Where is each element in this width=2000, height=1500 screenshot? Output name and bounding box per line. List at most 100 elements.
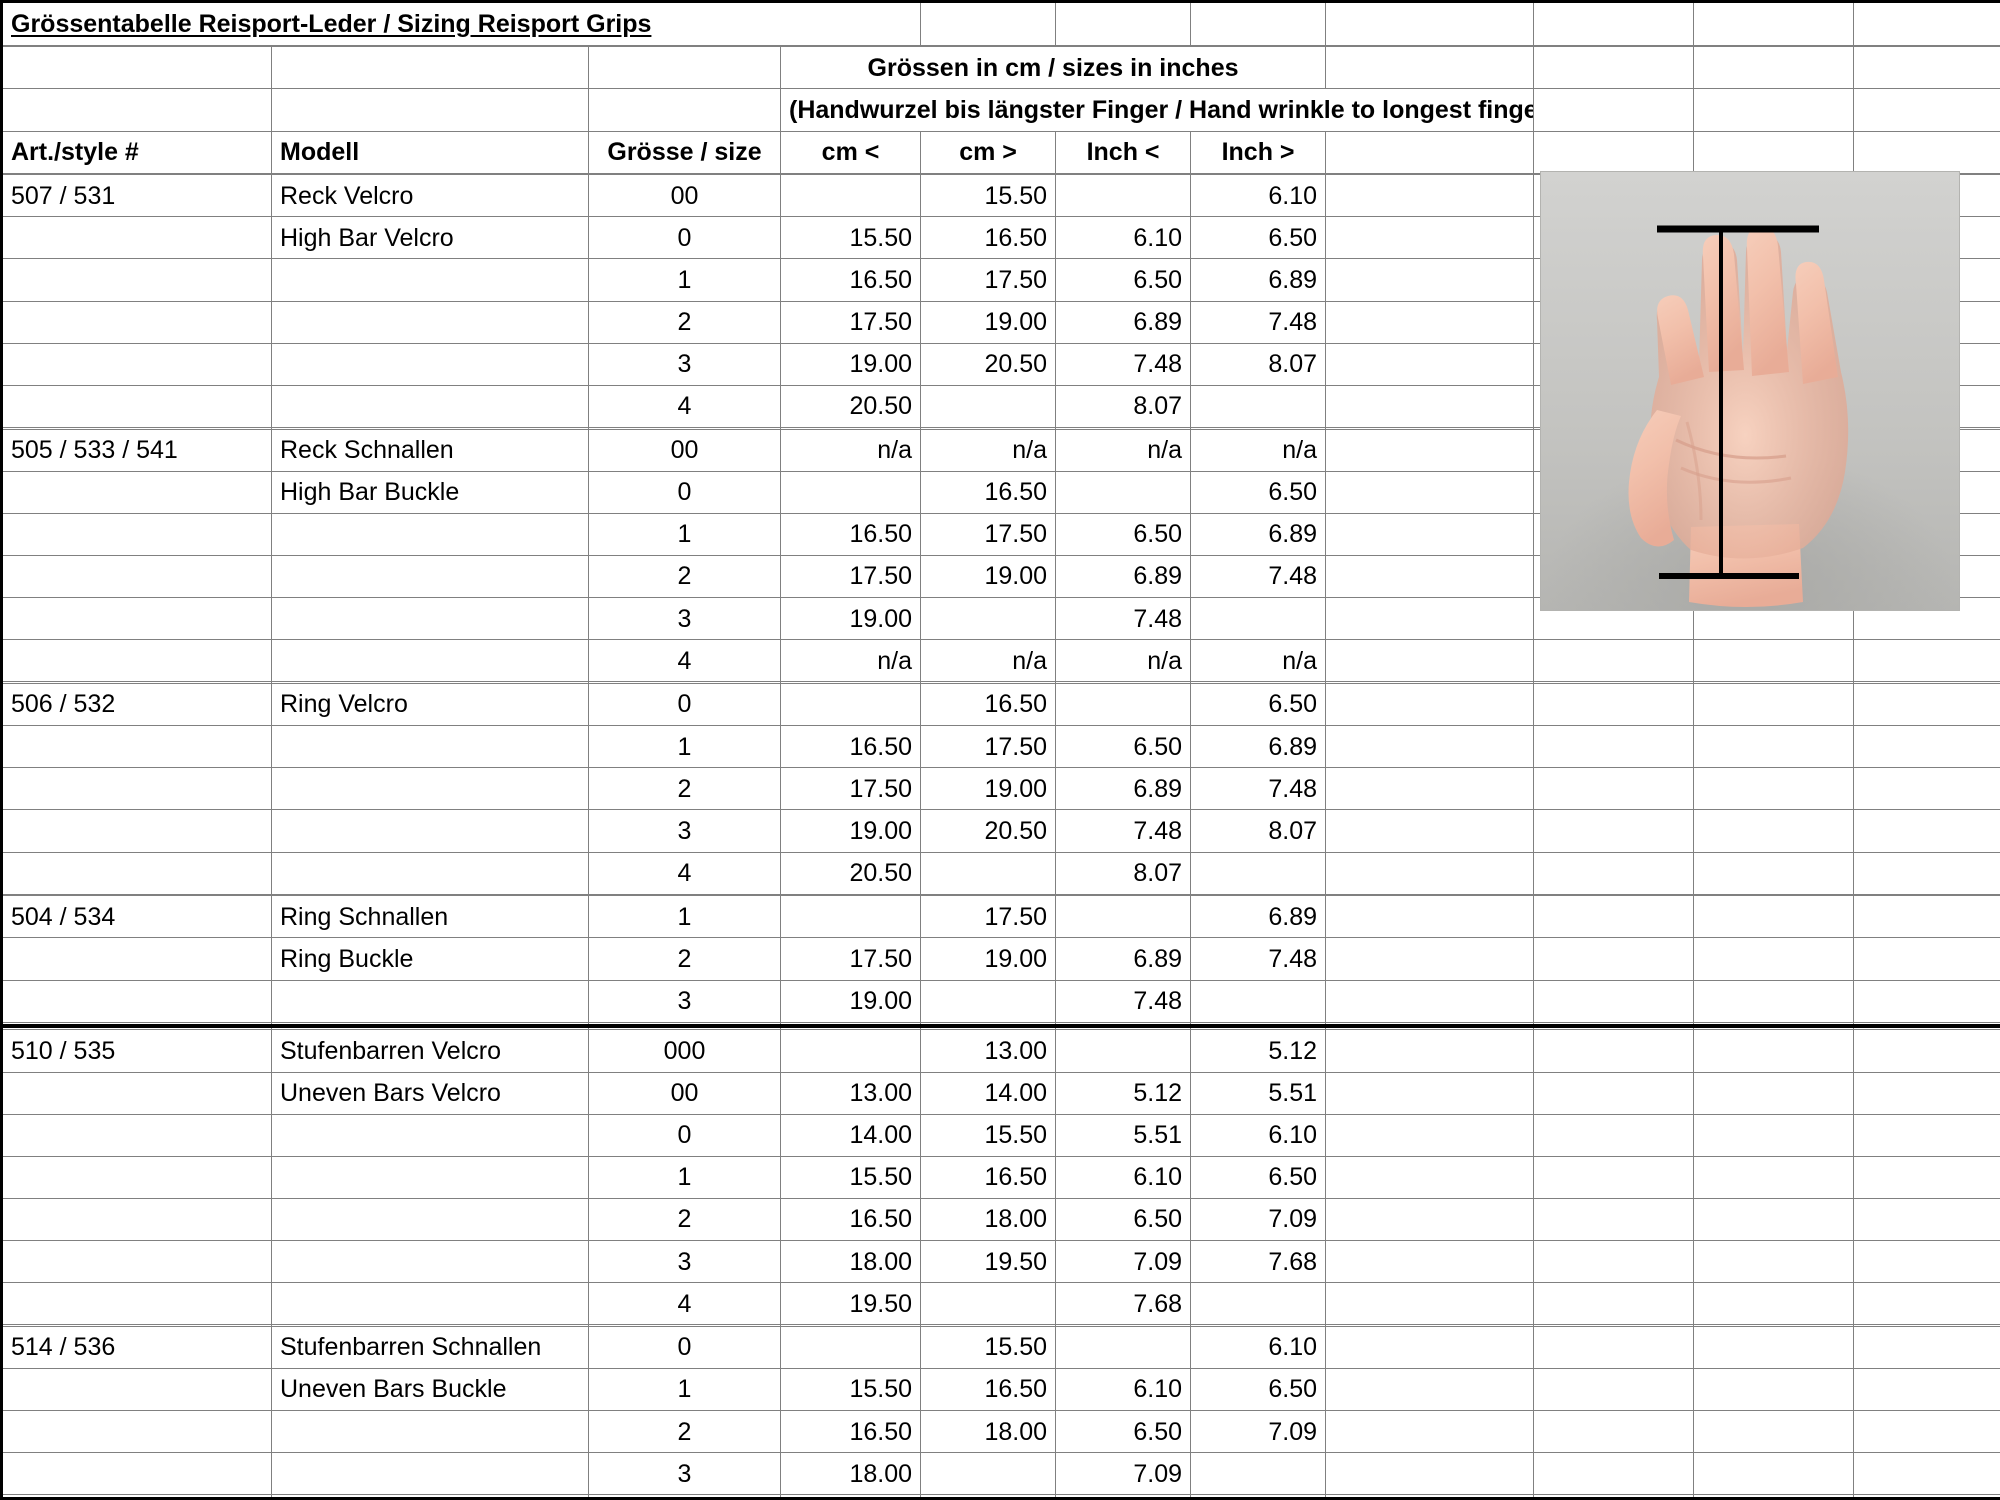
empty-cell — [1533, 1240, 1695, 1284]
spacer-cell — [1693, 1494, 1855, 1500]
spacer-cell — [780, 894, 922, 897]
cell-inch-max: 6.89 — [1190, 258, 1327, 302]
spacer-cell — [271, 1022, 589, 1028]
empty-cell — [271, 1156, 589, 1199]
cell-size: 00 — [588, 429, 781, 472]
empty-cell — [1533, 1282, 1695, 1326]
spacer-cell — [1055, 894, 1192, 897]
cell-cm-min: 19.00 — [780, 809, 922, 853]
table-row: 2 16.50 18.00 6.50 7.09 — [0, 1410, 2000, 1454]
empty-cell — [271, 46, 589, 90]
table-row: 0 14.00 15.50 5.51 6.10 — [0, 1114, 2000, 1157]
empty-cell — [1533, 1326, 1695, 1370]
cell-size: 4 — [588, 1282, 781, 1326]
cell-model-name: Reck Velcro — [271, 174, 589, 218]
cell-inch-min — [1055, 174, 1192, 218]
cell-cm-min: 16.50 — [780, 725, 922, 769]
empty-cell — [1533, 809, 1695, 853]
table-row: 506 / 532 Ring Velcro 0 16.50 6.50 — [0, 683, 2000, 727]
empty-cell — [1325, 46, 1535, 90]
cell-inch-max: 6.10 — [1190, 1326, 1327, 1370]
empty-cell — [271, 343, 589, 386]
empty-cell — [1693, 725, 1855, 769]
empty-cell — [0, 216, 272, 260]
table-row: 4 n/a n/a n/a n/a — [0, 639, 2000, 683]
empty-cell — [1533, 895, 1695, 939]
spacer-cell — [1055, 681, 1192, 684]
cell-inch-max: 7.48 — [1190, 555, 1327, 599]
cell-inch-min: 6.89 — [1055, 555, 1192, 599]
empty-cell — [1853, 1452, 2000, 1496]
table-row: 510 / 535 Stufenbarren Velcro 000 13.00 5.12 — [0, 1029, 2000, 1073]
empty-cell — [1533, 1156, 1695, 1199]
empty-cell — [0, 1282, 272, 1326]
cell-inch-min: 7.68 — [1055, 1282, 1192, 1326]
spacer-cell — [1533, 1022, 1695, 1028]
cell-cm-min: 19.00 — [780, 980, 922, 1023]
spacer-cell — [1533, 1026, 1695, 1031]
cell-cm-min — [780, 1326, 922, 1370]
empty-cell — [271, 258, 589, 302]
empty-cell — [0, 88, 272, 132]
cell-model-name: Uneven Bars Buckle — [271, 1368, 589, 1412]
empty-cell — [1325, 597, 1535, 641]
cell-model-name: Stufenbarren Velcro — [271, 1029, 589, 1073]
cell-inch-max: 6.50 — [1190, 1156, 1327, 1199]
spacer-cell — [780, 45, 922, 48]
empty-cell — [1853, 1029, 2000, 1073]
spacer-cell — [780, 427, 922, 430]
table-row: 3 19.00 7.48 — [0, 980, 2000, 1023]
cell-cm-max — [920, 597, 1057, 641]
empty-cell — [1533, 46, 1695, 90]
column-header-art: Art./style # — [0, 131, 272, 174]
spacer-cell — [271, 1324, 589, 1327]
empty-cell — [1853, 1156, 2000, 1199]
spacer-cell — [920, 1022, 1057, 1028]
cell-inch-min: 6.10 — [1055, 1368, 1192, 1412]
cell-cm-min: 16.50 — [780, 1410, 922, 1454]
empty-cell — [1055, 0, 1192, 46]
empty-cell — [1693, 1029, 1855, 1073]
spacer-cell — [1325, 894, 1535, 897]
cell-inch-max: 6.50 — [1190, 683, 1327, 727]
spacer-cell — [920, 45, 1057, 48]
empty-cell — [1533, 1410, 1695, 1454]
document-title-text: Grössentabelle Reisport-Leder / Sizing R… — [11, 9, 652, 38]
empty-cell — [1533, 725, 1695, 769]
cell-cm-min — [780, 683, 922, 727]
block-separator-row — [0, 681, 2000, 684]
empty-cell — [1693, 1240, 1855, 1284]
column-header-inch-max: Inch > — [1190, 131, 1327, 174]
cell-cm-min — [780, 895, 922, 939]
table-row: 505 / 533 / 541 Reck Schnallen 00 n/a n/a n/a… — [0, 429, 2000, 472]
empty-cell — [1533, 639, 1695, 683]
cell-size: 1 — [588, 513, 781, 557]
empty-cell — [1853, 980, 2000, 1023]
cell-inch-max: 6.50 — [1190, 1368, 1327, 1412]
cell-inch-max — [1190, 597, 1327, 641]
cell-inch-min: 7.09 — [1055, 1452, 1192, 1496]
spacer-cell — [1055, 45, 1192, 48]
empty-cell — [271, 301, 589, 344]
cell-size: 3 — [588, 980, 781, 1023]
cell-cm-max: 14.00 — [920, 1072, 1057, 1115]
spacer-cell — [588, 1494, 781, 1500]
spacer-cell — [271, 173, 589, 176]
spacer-cell — [271, 1494, 589, 1500]
empty-cell — [271, 1452, 589, 1496]
spacer-cell — [1325, 1026, 1535, 1031]
empty-cell — [1325, 1198, 1535, 1242]
empty-cell — [1693, 46, 1855, 90]
cell-cm-max: 19.50 — [920, 1240, 1057, 1284]
cell-size: 1 — [588, 1368, 781, 1412]
column-header-inch-min: Inch < — [1055, 131, 1192, 174]
table-row: 504 / 534 Ring Schnallen 1 17.50 6.89 — [0, 895, 2000, 939]
spacer-cell — [271, 894, 589, 897]
spacer-cell — [1055, 1026, 1192, 1031]
empty-cell — [271, 852, 589, 895]
empty-cell — [0, 1368, 272, 1412]
column-header-cm-min: cm < — [780, 131, 922, 174]
empty-cell — [0, 809, 272, 853]
cell-cm-max: 18.00 — [920, 1410, 1057, 1454]
cell-inch-min — [1055, 1029, 1192, 1073]
